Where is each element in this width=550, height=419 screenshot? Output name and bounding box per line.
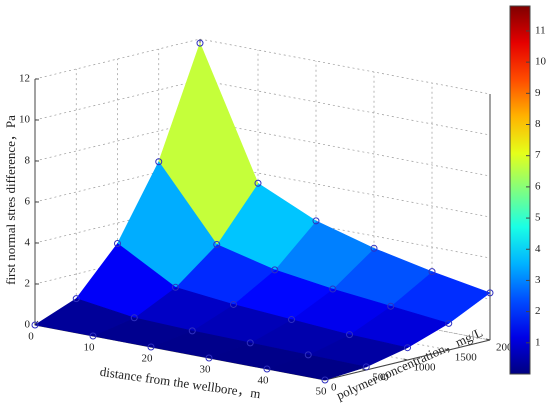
data-point <box>155 158 163 166</box>
y-tick <box>485 338 491 341</box>
grid-line <box>34 161 491 218</box>
data-point <box>288 316 295 324</box>
z-tick-label: 4 <box>25 237 31 249</box>
colorbar-tick-label: 9 <box>535 87 541 99</box>
colorbar-tick-label: 3 <box>535 274 541 286</box>
colorbar-tick-label: 6 <box>535 180 541 192</box>
surface-patch <box>34 298 136 337</box>
x-tick-label: 10 <box>84 342 96 354</box>
data-point <box>72 295 80 303</box>
data-point <box>263 365 271 373</box>
data-point <box>486 289 494 297</box>
data-point <box>346 331 353 339</box>
x-tick-label: 30 <box>200 364 212 376</box>
x-tick-label: 40 <box>258 375 270 387</box>
colorbar-tick-label: 1 <box>535 336 541 348</box>
grid-line <box>34 120 491 177</box>
data-point <box>304 351 312 359</box>
x-tick-label: 50 <box>316 386 328 398</box>
z-tick-label: 10 <box>19 114 31 126</box>
data-point <box>387 302 395 310</box>
z-tick-label: 8 <box>25 155 31 167</box>
grid-line <box>34 38 491 95</box>
y-tick-label: 500 <box>372 372 389 384</box>
colorbar <box>509 5 531 375</box>
data-point <box>428 268 436 276</box>
colorbar-tick-label: 5 <box>535 212 541 224</box>
data-point <box>362 363 370 371</box>
colorbar-tick-label: 7 <box>535 149 541 161</box>
colorbar-tick-label: 4 <box>535 243 541 255</box>
x-axis-label: distance from the wellbore，m <box>99 364 262 401</box>
data-point <box>196 39 204 47</box>
z-tick-label: 12 <box>19 73 30 85</box>
data-point <box>172 283 179 291</box>
data-point <box>445 319 453 327</box>
data-point <box>321 376 329 384</box>
colorbar-tick-label: 10 <box>535 56 547 68</box>
data-point <box>89 332 97 340</box>
y-tick-label: 1500 <box>455 352 478 364</box>
z-tick-label: 2 <box>25 278 31 290</box>
data-point <box>130 314 138 322</box>
data-point <box>213 241 221 248</box>
z-tick-label: 0 <box>25 319 31 331</box>
data-point <box>205 354 213 362</box>
y-tick-label: 1000 <box>414 362 437 374</box>
y-tick <box>444 348 449 351</box>
z-axis-label: first normal stres difference，Pa <box>3 115 18 285</box>
x-tick-label: 0 <box>28 331 34 343</box>
colorbar-tick-label: 11 <box>535 24 546 36</box>
x-tick-label: 20 <box>142 353 154 365</box>
data-point <box>404 344 411 352</box>
data-point <box>230 300 237 308</box>
data-point <box>271 266 279 274</box>
data-point <box>312 217 320 225</box>
grid-line <box>34 79 491 136</box>
colorbar-tick-label: 8 <box>535 118 541 130</box>
data-point <box>370 244 378 252</box>
data-point <box>188 327 196 335</box>
data-point <box>254 179 262 187</box>
data-point <box>31 321 39 329</box>
data-point <box>329 285 337 293</box>
data-point <box>114 240 121 247</box>
grid-line <box>34 202 491 259</box>
y-tick-label: 0 <box>331 382 337 394</box>
z-tick-label: 6 <box>25 196 31 208</box>
y-tick <box>403 358 408 361</box>
data-point <box>147 343 155 351</box>
data-point <box>246 339 254 347</box>
colorbar-tick-label: 2 <box>535 305 541 317</box>
